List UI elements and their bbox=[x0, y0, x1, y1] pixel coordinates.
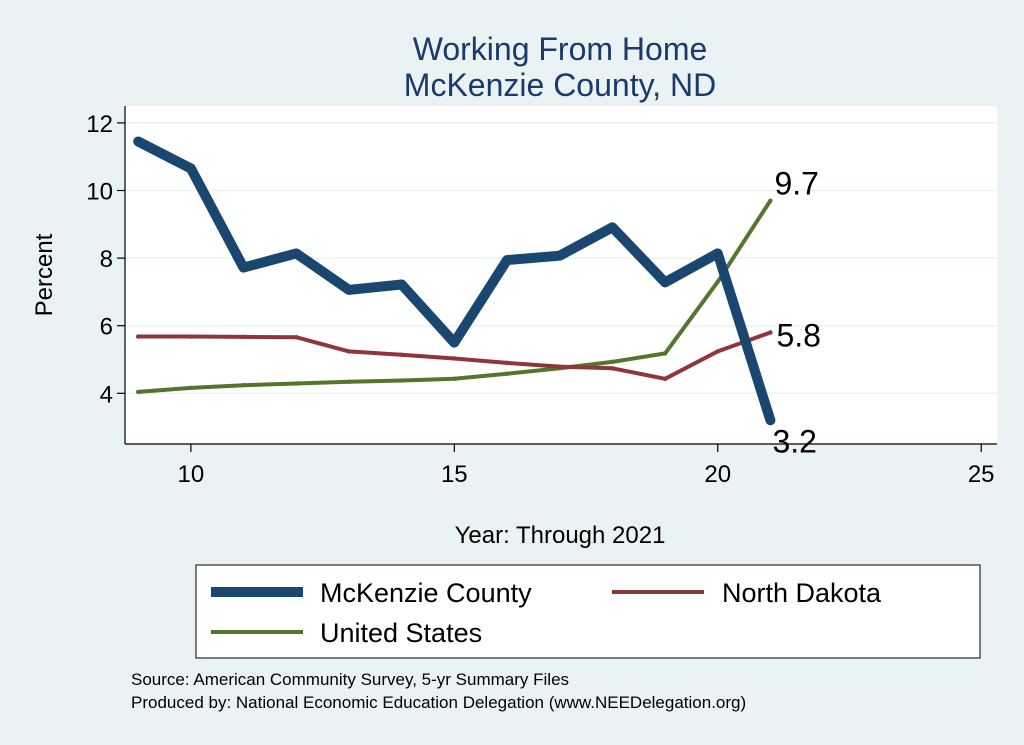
point-united-states-15 bbox=[452, 376, 457, 381]
point-north-dakota-11 bbox=[241, 334, 246, 340]
point-north-dakota-13 bbox=[346, 349, 352, 354]
point-united-states-19 bbox=[662, 351, 668, 356]
point-north-dakota-17 bbox=[557, 364, 562, 369]
point-united-states-18 bbox=[610, 359, 615, 365]
legend-box bbox=[195, 564, 981, 659]
y-axis-ticks: 4 6 8 10 12 bbox=[86, 111, 125, 408]
plot-area bbox=[125, 106, 997, 444]
x-axis-ticks: 10 15 20 25 bbox=[178, 444, 995, 488]
chart-subtitle: McKenzie County, ND bbox=[404, 67, 716, 103]
point-north-dakota-9 bbox=[135, 334, 141, 339]
point-north-dakota-10 bbox=[188, 334, 194, 339]
y-tick-label-12: 12 bbox=[86, 111, 113, 138]
chart-title: Working From Home bbox=[413, 31, 708, 67]
legend-label-north-dakota: North Dakota bbox=[722, 578, 882, 608]
x-tick-label-25: 25 bbox=[968, 461, 995, 488]
end-label-north-dakota: 5.8 bbox=[776, 317, 820, 353]
point-north-dakota-16 bbox=[504, 360, 510, 366]
series-layer bbox=[133, 136, 776, 426]
x-tick-label-10: 10 bbox=[178, 461, 205, 488]
x-axis-title: Year: Through 2021 bbox=[455, 522, 666, 549]
point-north-dakota-14 bbox=[399, 352, 404, 357]
end-label-united-states: 9.7 bbox=[774, 166, 818, 202]
point-north-dakota-19 bbox=[662, 376, 668, 381]
point-united-states-10 bbox=[188, 385, 194, 391]
point-united-states-16 bbox=[504, 371, 510, 376]
point-united-states-21 bbox=[768, 198, 773, 203]
point-united-states-13 bbox=[346, 379, 352, 385]
point-north-dakota-21 bbox=[768, 330, 773, 335]
legend-label-united-states: United States bbox=[320, 618, 482, 648]
y-tick-label-4: 4 bbox=[100, 381, 113, 408]
x-tick-label-20: 20 bbox=[704, 461, 731, 488]
point-north-dakota-15 bbox=[452, 356, 457, 361]
point-united-states-12 bbox=[294, 381, 299, 386]
legend-label-mckenzie: McKenzie County bbox=[320, 578, 532, 608]
point-north-dakota-12 bbox=[294, 334, 299, 340]
end-label-mckenzie-county: 3.2 bbox=[772, 423, 816, 459]
point-united-states-9 bbox=[135, 389, 141, 395]
point-united-states-20 bbox=[715, 279, 720, 284]
point-united-states-14 bbox=[399, 378, 404, 383]
produced-by-note: Produced by: National Economic Education… bbox=[131, 693, 746, 712]
x-tick-label-15: 15 bbox=[441, 461, 468, 488]
source-note: Source: American Community Survey, 5-yr … bbox=[131, 670, 569, 689]
end-labels: 3.2 5.8 9.7 bbox=[772, 166, 820, 460]
y-axis-title: Percent bbox=[31, 233, 58, 316]
y-tick-label-8: 8 bbox=[100, 246, 113, 273]
y-tick-label-10: 10 bbox=[86, 179, 113, 206]
point-north-dakota-18 bbox=[610, 366, 615, 371]
point-north-dakota-20 bbox=[715, 349, 720, 354]
y-tick-label-6: 6 bbox=[100, 314, 113, 341]
point-united-states-11 bbox=[241, 382, 246, 388]
